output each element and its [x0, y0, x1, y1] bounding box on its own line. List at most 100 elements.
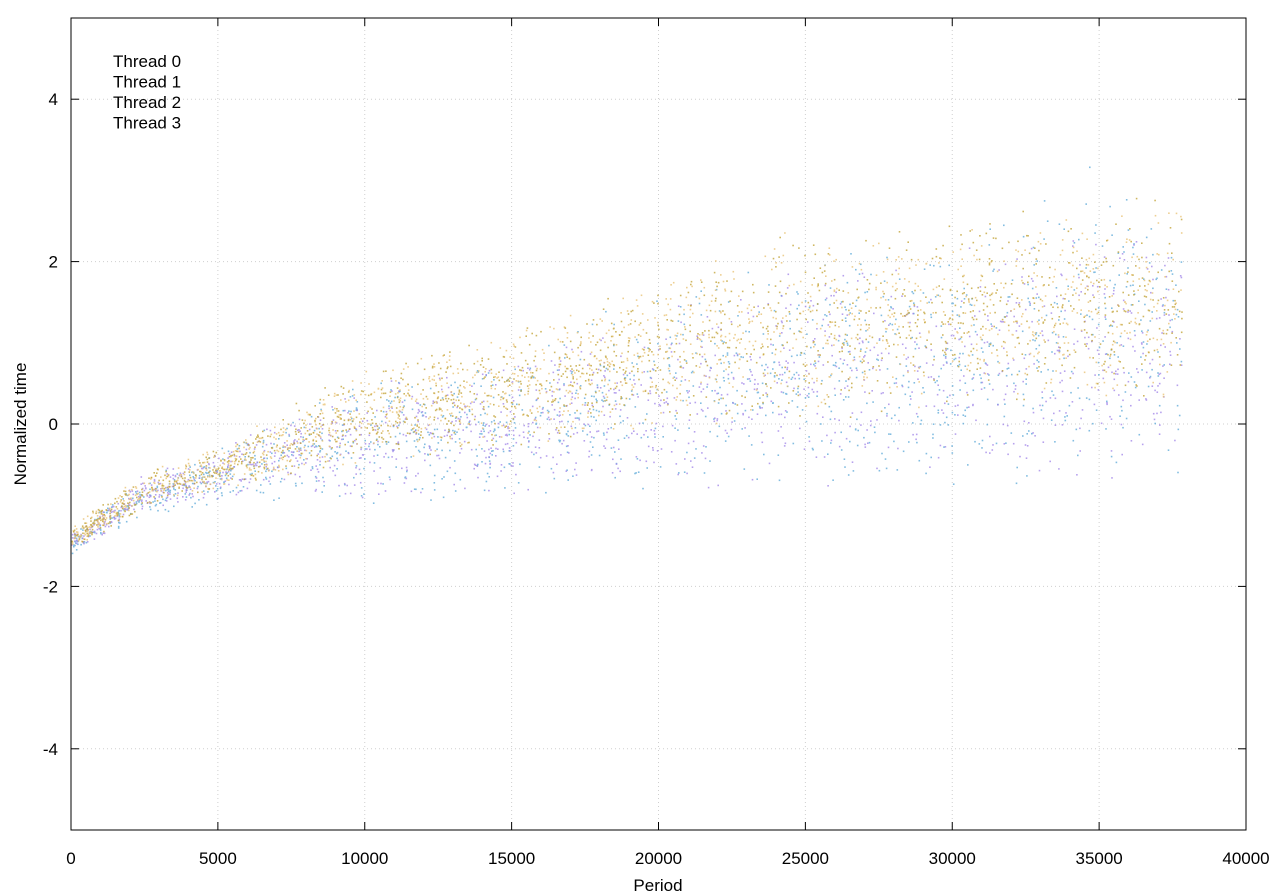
data-point	[458, 438, 461, 440]
data-point	[269, 429, 272, 432]
data-point	[1021, 299, 1023, 301]
data-point	[173, 488, 175, 490]
data-point	[723, 380, 725, 382]
data-point	[316, 454, 318, 457]
data-point	[599, 349, 602, 352]
data-point	[540, 412, 542, 414]
data-point	[480, 430, 483, 433]
data-point	[756, 388, 758, 390]
data-point	[1141, 343, 1143, 345]
data-point	[380, 396, 382, 399]
data-point	[804, 300, 807, 302]
data-point	[822, 416, 824, 418]
data-point	[574, 468, 576, 471]
data-point	[1018, 305, 1021, 308]
data-point	[380, 388, 383, 391]
data-point	[476, 393, 478, 396]
data-point	[469, 402, 472, 405]
data-point	[662, 425, 664, 428]
data-point	[441, 410, 443, 412]
data-point	[90, 526, 93, 529]
data-point	[555, 388, 558, 390]
data-point	[1064, 419, 1067, 422]
data-point	[569, 435, 572, 438]
data-point	[976, 357, 979, 360]
data-point	[683, 308, 685, 311]
data-point	[1073, 349, 1076, 351]
data-point	[288, 433, 290, 436]
data-point	[266, 464, 268, 466]
data-point	[342, 387, 345, 389]
data-point	[1175, 284, 1177, 286]
data-point	[457, 428, 460, 431]
data-point	[982, 334, 984, 336]
data-point	[692, 312, 694, 315]
data-point	[303, 463, 306, 466]
data-point	[359, 481, 362, 484]
data-point	[327, 460, 329, 462]
data-point	[869, 349, 872, 352]
data-point	[221, 494, 223, 497]
data-point	[439, 379, 441, 381]
data-point	[957, 404, 959, 407]
data-point	[545, 491, 547, 494]
data-point	[379, 467, 382, 469]
data-point	[223, 481, 225, 484]
data-point	[377, 443, 379, 446]
data-point	[74, 544, 76, 547]
data-point	[932, 437, 934, 439]
data-point	[226, 461, 229, 463]
data-point	[175, 480, 178, 482]
data-point	[1146, 331, 1149, 333]
data-point	[418, 451, 421, 453]
data-point	[700, 340, 703, 343]
data-point	[81, 527, 84, 529]
data-point	[230, 468, 233, 471]
data-point	[165, 500, 168, 502]
data-point	[868, 441, 871, 444]
data-point	[843, 359, 846, 361]
data-point	[883, 292, 885, 295]
data-point	[117, 525, 120, 528]
data-point	[506, 434, 508, 437]
data-point	[76, 540, 79, 543]
data-point	[845, 396, 847, 398]
data-point	[1040, 371, 1042, 373]
data-point	[977, 362, 979, 365]
data-point	[708, 304, 711, 307]
data-point	[613, 344, 615, 347]
data-point	[543, 352, 545, 354]
data-point	[700, 402, 702, 404]
data-point	[596, 372, 599, 374]
data-point	[799, 330, 801, 333]
data-point	[263, 429, 266, 432]
data-point	[871, 390, 873, 392]
data-point	[403, 482, 406, 484]
data-point	[1175, 337, 1177, 339]
data-point	[136, 500, 139, 502]
data-point	[775, 266, 777, 268]
data-point	[989, 342, 992, 345]
data-point	[564, 365, 566, 368]
data-point	[1003, 415, 1006, 418]
data-point	[1117, 356, 1119, 358]
data-point	[377, 440, 379, 443]
data-point	[1030, 277, 1033, 280]
data-point	[897, 447, 899, 450]
data-point	[923, 268, 926, 270]
data-point	[803, 388, 805, 390]
data-point	[481, 373, 484, 376]
data-point	[963, 298, 966, 300]
data-point	[473, 362, 476, 365]
data-point	[860, 263, 862, 266]
data-point	[386, 417, 388, 419]
data-point	[470, 430, 472, 433]
data-point	[1120, 332, 1123, 335]
data-point	[239, 450, 241, 453]
data-point	[1117, 368, 1119, 371]
data-point	[732, 378, 735, 380]
data-point	[120, 509, 122, 512]
data-point	[683, 471, 686, 473]
data-point	[999, 300, 1002, 302]
data-point	[926, 302, 928, 304]
